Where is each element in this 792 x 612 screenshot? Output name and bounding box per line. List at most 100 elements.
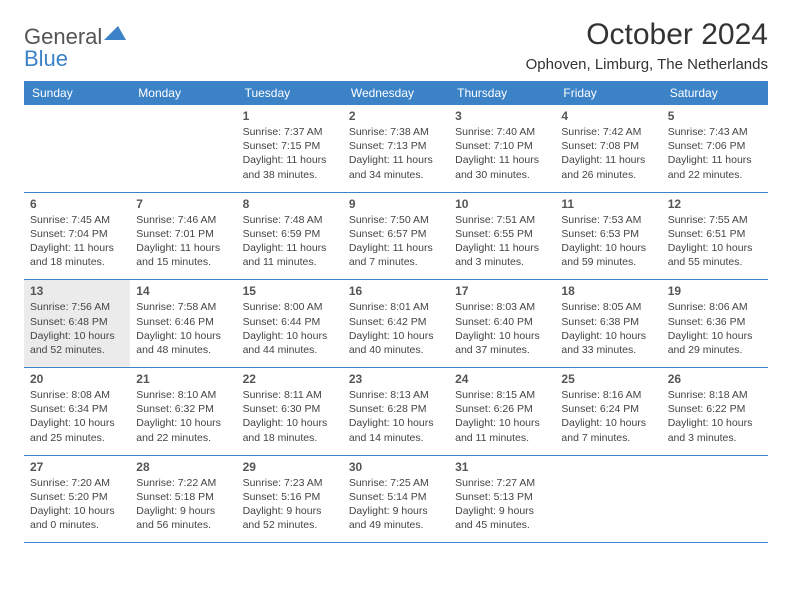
day-number: 29 — [243, 460, 337, 474]
week-row: 1Sunrise: 7:37 AMSunset: 7:15 PMDaylight… — [24, 105, 768, 193]
day-cell: 14 Sunrise: 7:58 AMSunset: 6:46 PMDayligh… — [130, 280, 236, 367]
day-number: 3 — [455, 109, 549, 123]
day-cell: 11Sunrise: 7:53 AMSunset: 6:53 PMDayligh… — [555, 193, 661, 280]
calendar-page: General Blue October 2024 Ophoven, Limbu… — [0, 0, 792, 561]
day-detail-text: Sunrise: 7:38 AMSunset: 7:13 PMDaylight:… — [349, 125, 443, 182]
day-detail-text: Sunrise: 8:05 AMSunset: 6:38 PMDaylight:… — [561, 300, 655, 357]
day-detail-text: Sunrise: 7:22 AMSunset: 5:18 PMDaylight:… — [136, 476, 230, 533]
day-detail-text: Sunrise: 8:10 AMSunset: 6:32 PMDaylight:… — [136, 388, 230, 445]
day-number: 13 — [30, 284, 124, 298]
day-cell: 21 Sunrise: 8:10 AMSunset: 6:32 PMDayligh… — [130, 368, 236, 455]
weekday-sunday: Sunday — [24, 81, 130, 105]
day-detail-text: Sunrise: 8:11 AMSunset: 6:30 PMDaylight:… — [243, 388, 337, 445]
day-cell: 28 Sunrise: 7:22 AMSunset: 5:18 PMDayligh… — [130, 456, 236, 543]
day-cell — [130, 105, 236, 192]
day-number: 18 — [561, 284, 655, 298]
day-cell: 25Sunrise: 8:16 AMSunset: 6:24 PMDayligh… — [555, 368, 661, 455]
day-cell: 24 Sunrise: 8:15 AMSunset: 6:26 PMDayligh… — [449, 368, 555, 455]
day-cell: 31 Sunrise: 7:27 AMSunset: 5:13 PMDayligh… — [449, 456, 555, 543]
day-detail-text: Sunrise: 8:00 AMSunset: 6:44 PMDaylight:… — [243, 300, 337, 357]
day-number: 4 — [561, 109, 655, 123]
weekday-tuesday: Tuesday — [237, 81, 343, 105]
day-number: 31 — [455, 460, 549, 474]
day-number: 30 — [349, 460, 443, 474]
day-detail-text: Sunrise: 8:13 AMSunset: 6:28 PMDaylight:… — [349, 388, 443, 445]
day-number: 2 — [349, 109, 443, 123]
day-cell: 30 Sunrise: 7:25 AMSunset: 5:14 PMDayligh… — [343, 456, 449, 543]
week-row: 13 Sunrise: 7:56 AMSunset: 6:48 PMDayligh… — [24, 280, 768, 368]
month-title: October 2024 — [526, 18, 768, 52]
weekday-friday: Friday — [555, 81, 661, 105]
day-number: 14 — [136, 284, 230, 298]
day-detail-text: Sunrise: 7:27 AMSunset: 5:13 PMDaylight:… — [455, 476, 549, 533]
day-number: 10 — [455, 197, 549, 211]
day-detail-text: Sunrise: 8:08 AMSunset: 6:34 PMDaylight:… — [30, 388, 124, 445]
day-number: 17 — [455, 284, 549, 298]
day-number: 16 — [349, 284, 443, 298]
weekday-monday: Monday — [130, 81, 236, 105]
day-number: 23 — [349, 372, 443, 386]
day-cell: 27Sunrise: 7:20 AMSunset: 5:20 PMDayligh… — [24, 456, 130, 543]
day-cell: 3 Sunrise: 7:40 AMSunset: 7:10 PMDaylight… — [449, 105, 555, 192]
day-cell: 9 Sunrise: 7:50 AMSunset: 6:57 PMDaylight… — [343, 193, 449, 280]
day-detail-text: Sunrise: 7:58 AMSunset: 6:46 PMDaylight:… — [136, 300, 230, 357]
weekday-wednesday: Wednesday — [343, 81, 449, 105]
day-detail-text: Sunrise: 7:23 AMSunset: 5:16 PMDaylight:… — [243, 476, 337, 533]
day-number: 24 — [455, 372, 549, 386]
header: General Blue October 2024 Ophoven, Limbu… — [24, 18, 768, 73]
day-number: 26 — [668, 372, 762, 386]
day-cell: 13 Sunrise: 7:56 AMSunset: 6:48 PMDayligh… — [24, 280, 130, 367]
day-cell — [662, 456, 768, 543]
day-detail-text: Sunrise: 8:03 AMSunset: 6:40 PMDaylight:… — [455, 300, 549, 357]
title-block: October 2024 Ophoven, Limburg, The Nethe… — [526, 18, 768, 73]
day-detail-text: Sunrise: 7:51 AMSunset: 6:55 PMDaylight:… — [455, 213, 549, 270]
day-detail-text: Sunrise: 7:40 AMSunset: 7:10 PMDaylight:… — [455, 125, 549, 182]
day-detail-text: Sunrise: 7:25 AMSunset: 5:14 PMDaylight:… — [349, 476, 443, 533]
day-number: 22 — [243, 372, 337, 386]
day-number: 25 — [561, 372, 655, 386]
day-detail-text: Sunrise: 7:37 AMSunset: 7:15 PMDaylight:… — [243, 125, 337, 182]
day-detail-text: Sunrise: 7:56 AMSunset: 6:48 PMDaylight:… — [30, 300, 124, 357]
day-number: 20 — [30, 372, 124, 386]
day-detail-text: Sunrise: 8:15 AMSunset: 6:26 PMDaylight:… — [455, 388, 549, 445]
week-row: 6 Sunrise: 7:45 AMSunset: 7:04 PMDaylight… — [24, 193, 768, 281]
day-number: 5 — [668, 109, 762, 123]
day-number: 28 — [136, 460, 230, 474]
day-detail-text: Sunrise: 8:06 AMSunset: 6:36 PMDaylight:… — [668, 300, 762, 357]
day-detail-text: Sunrise: 7:55 AMSunset: 6:51 PMDaylight:… — [668, 213, 762, 270]
day-cell: 20 Sunrise: 8:08 AMSunset: 6:34 PMDayligh… — [24, 368, 130, 455]
day-number: 19 — [668, 284, 762, 298]
day-cell: 29 Sunrise: 7:23 AMSunset: 5:16 PMDayligh… — [237, 456, 343, 543]
weekday-header-row: SundayMondayTuesdayWednesdayThursdayFrid… — [24, 81, 768, 105]
day-detail-text: Sunrise: 8:01 AMSunset: 6:42 PMDaylight:… — [349, 300, 443, 357]
day-number: 15 — [243, 284, 337, 298]
day-cell: 15 Sunrise: 8:00 AMSunset: 6:44 PMDayligh… — [237, 280, 343, 367]
logo: General Blue — [24, 26, 126, 70]
day-number: 7 — [136, 197, 230, 211]
day-number: 8 — [243, 197, 337, 211]
day-detail-text: Sunrise: 7:50 AMSunset: 6:57 PMDaylight:… — [349, 213, 443, 270]
day-cell: 1Sunrise: 7:37 AMSunset: 7:15 PMDaylight… — [237, 105, 343, 192]
weekday-saturday: Saturday — [662, 81, 768, 105]
day-number: 6 — [30, 197, 124, 211]
logo-triangle-icon — [104, 26, 126, 43]
day-cell: 19 Sunrise: 8:06 AMSunset: 6:36 PMDayligh… — [662, 280, 768, 367]
week-row: 20 Sunrise: 8:08 AMSunset: 6:34 PMDayligh… — [24, 368, 768, 456]
day-cell: 22 Sunrise: 8:11 AMSunset: 6:30 PMDayligh… — [237, 368, 343, 455]
weekday-thursday: Thursday — [449, 81, 555, 105]
day-number: 11 — [561, 197, 655, 211]
day-cell: 26Sunrise: 8:18 AMSunset: 6:22 PMDayligh… — [662, 368, 768, 455]
location-text: Ophoven, Limburg, The Netherlands — [526, 56, 768, 73]
day-cell: 12 Sunrise: 7:55 AMSunset: 6:51 PMDayligh… — [662, 193, 768, 280]
day-cell: 8Sunrise: 7:48 AMSunset: 6:59 PMDaylight… — [237, 193, 343, 280]
day-number: 21 — [136, 372, 230, 386]
day-cell: 17 Sunrise: 8:03 AMSunset: 6:40 PMDayligh… — [449, 280, 555, 367]
day-cell: 16 Sunrise: 8:01 AMSunset: 6:42 PMDayligh… — [343, 280, 449, 367]
day-detail-text: Sunrise: 7:45 AMSunset: 7:04 PMDaylight:… — [30, 213, 124, 270]
day-cell: 2 Sunrise: 7:38 AMSunset: 7:13 PMDaylight… — [343, 105, 449, 192]
day-detail-text: Sunrise: 7:42 AMSunset: 7:08 PMDaylight:… — [561, 125, 655, 182]
day-number: 9 — [349, 197, 443, 211]
day-cell: 23 Sunrise: 8:13 AMSunset: 6:28 PMDayligh… — [343, 368, 449, 455]
day-number: 12 — [668, 197, 762, 211]
calendar-grid: SundayMondayTuesdayWednesdayThursdayFrid… — [24, 81, 768, 543]
